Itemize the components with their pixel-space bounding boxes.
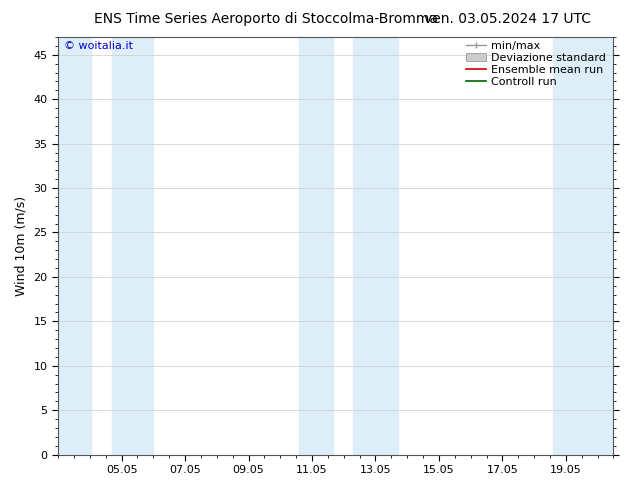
Y-axis label: Wind 10m (m/s): Wind 10m (m/s) <box>15 196 28 296</box>
Bar <box>58 37 91 455</box>
Bar <box>353 37 398 455</box>
Legend: min/max, Deviazione standard, Ensemble mean run, Controll run: min/max, Deviazione standard, Ensemble m… <box>464 38 608 90</box>
Text: ven. 03.05.2024 17 UTC: ven. 03.05.2024 17 UTC <box>424 12 591 26</box>
Bar <box>112 37 153 455</box>
Bar <box>553 37 614 455</box>
Text: © woitalia.it: © woitalia.it <box>63 41 133 51</box>
Text: ENS Time Series Aeroporto di Stoccolma-Bromma: ENS Time Series Aeroporto di Stoccolma-B… <box>94 12 438 26</box>
Bar <box>299 37 333 455</box>
